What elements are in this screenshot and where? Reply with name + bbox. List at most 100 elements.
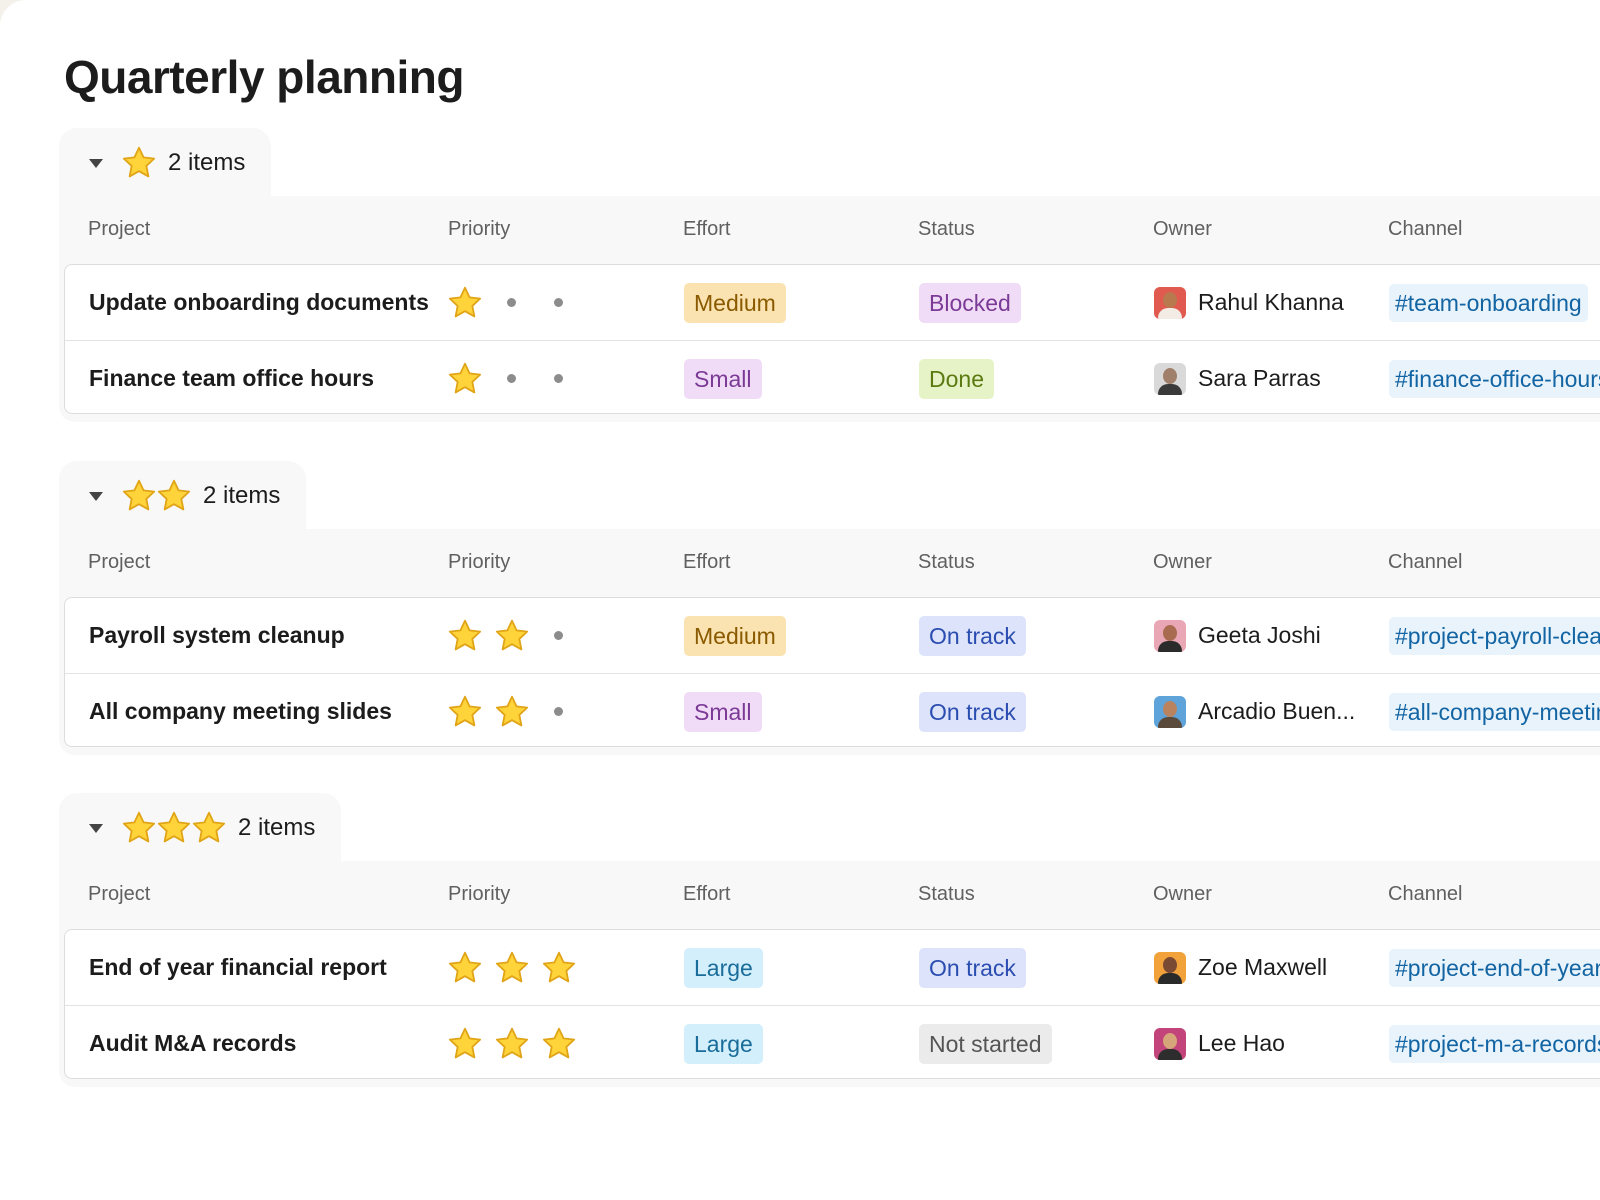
owner-name[interactable]: Sara Parras (1198, 365, 1321, 391)
priority-rating[interactable] (441, 265, 582, 340)
priority-rating[interactable] (441, 1006, 582, 1081)
effort-badge[interactable]: Large (684, 1023, 763, 1064)
channel-link[interactable]: #project-end-of-year (1389, 948, 1600, 987)
owner-name[interactable]: Arcadio Buen... (1198, 698, 1356, 724)
column-header-effort[interactable]: Effort (683, 883, 731, 905)
channel-link[interactable]: #team-onboarding (1389, 283, 1588, 322)
table-row[interactable]: Audit M&A records Large Not started Lee Hao… (65, 1005, 1600, 1080)
owner-name[interactable]: Lee Hao (1198, 1030, 1285, 1056)
empty-dot[interactable] (535, 283, 582, 323)
column-header-status[interactable]: Status (918, 883, 975, 905)
effort-cell[interactable]: Large (684, 1006, 763, 1081)
priority-rating[interactable] (441, 598, 582, 673)
column-header-project[interactable]: Project (88, 551, 151, 573)
column-header-priority[interactable]: Priority (448, 883, 511, 905)
project-cell[interactable]: Finance team office hours (89, 341, 374, 416)
column-header-status[interactable]: Status (918, 551, 975, 573)
effort-cell[interactable]: Small (684, 341, 762, 416)
project-name[interactable]: Update onboarding documents (89, 289, 429, 315)
star-icon[interactable] (535, 1024, 582, 1064)
star-icon[interactable] (441, 692, 488, 732)
channel-cell[interactable]: #project-m-a-records (1389, 1006, 1600, 1081)
status-badge[interactable]: On track (919, 615, 1026, 656)
column-header-effort[interactable]: Effort (683, 551, 731, 573)
project-name[interactable]: All company meeting slides (89, 698, 392, 724)
table-row[interactable]: Payroll system cleanup Medium On track Geet… (65, 598, 1600, 673)
star-icon[interactable] (441, 616, 488, 656)
star-icon[interactable] (488, 616, 535, 656)
star-icon[interactable] (535, 948, 582, 988)
project-cell[interactable]: Audit M&A records (89, 1006, 296, 1081)
avatar[interactable] (1154, 1027, 1186, 1060)
caret-down-icon[interactable] (89, 158, 103, 168)
owner-cell[interactable]: Geeta Joshi (1154, 598, 1321, 673)
project-cell[interactable]: Update onboarding documents (89, 265, 429, 340)
column-header-owner[interactable]: Owner (1153, 551, 1212, 573)
status-cell[interactable]: On track (919, 598, 1026, 673)
status-badge[interactable]: Blocked (919, 282, 1021, 323)
status-cell[interactable]: On track (919, 930, 1026, 1005)
channel-link[interactable]: #finance-office-hours (1389, 359, 1600, 398)
project-name[interactable]: Audit M&A records (89, 1030, 297, 1056)
empty-dot[interactable] (535, 616, 582, 656)
column-header-priority[interactable]: Priority (448, 551, 511, 573)
channel-cell[interactable]: #project-end-of-year (1389, 930, 1600, 1005)
avatar[interactable] (1154, 286, 1186, 319)
status-badge[interactable]: On track (919, 947, 1026, 988)
star-icon[interactable] (441, 1024, 488, 1064)
group-header-toggle[interactable]: 2 items (59, 128, 272, 198)
channel-cell[interactable]: #finance-office-hours (1389, 341, 1600, 416)
group-header-toggle[interactable]: 2 items (59, 461, 307, 531)
avatar[interactable] (1154, 695, 1186, 728)
empty-dot[interactable] (488, 283, 535, 323)
star-icon[interactable] (441, 283, 488, 323)
owner-name[interactable]: Geeta Joshi (1198, 622, 1321, 648)
effort-cell[interactable]: Large (684, 930, 763, 1005)
priority-rating[interactable] (441, 930, 582, 1005)
avatar[interactable] (1154, 362, 1186, 395)
priority-rating[interactable] (441, 341, 582, 416)
effort-badge[interactable]: Small (684, 358, 762, 399)
empty-dot[interactable] (535, 359, 582, 399)
channel-link[interactable]: #project-payroll-cleanup (1389, 616, 1600, 655)
avatar[interactable] (1154, 951, 1186, 984)
channel-link[interactable]: #project-m-a-records (1389, 1024, 1600, 1063)
caret-down-icon[interactable] (89, 823, 103, 833)
status-badge[interactable]: On track (919, 691, 1026, 732)
channel-cell[interactable]: #all-company-meeting (1389, 674, 1600, 749)
star-icon[interactable] (488, 948, 535, 988)
owner-cell[interactable]: Zoe Maxwell (1154, 930, 1327, 1005)
table-row[interactable]: All company meeting slides Small On track A… (65, 673, 1600, 748)
column-header-project[interactable]: Project (88, 883, 151, 905)
empty-dot[interactable] (535, 692, 582, 732)
status-cell[interactable]: On track (919, 674, 1026, 749)
avatar[interactable] (1154, 619, 1186, 652)
column-header-channel[interactable]: Channel (1388, 551, 1463, 573)
channel-cell[interactable]: #team-onboarding (1389, 265, 1588, 340)
owner-name[interactable]: Rahul Khanna (1198, 289, 1344, 315)
owner-cell[interactable]: Lee Hao (1154, 1006, 1285, 1081)
status-cell[interactable]: Not started (919, 1006, 1052, 1081)
star-icon[interactable] (441, 948, 488, 988)
project-name[interactable]: End of year financial report (89, 954, 387, 980)
star-icon[interactable] (441, 359, 488, 399)
project-cell[interactable]: All company meeting slides (89, 674, 392, 749)
channel-link[interactable]: #all-company-meeting (1389, 692, 1600, 731)
column-header-owner[interactable]: Owner (1153, 883, 1212, 905)
status-cell[interactable]: Blocked (919, 265, 1021, 340)
owner-name[interactable]: Zoe Maxwell (1198, 954, 1328, 980)
owner-cell[interactable]: Arcadio Buen... (1154, 674, 1355, 749)
empty-dot[interactable] (488, 359, 535, 399)
effort-cell[interactable]: Medium (684, 265, 786, 340)
column-header-channel[interactable]: Channel (1388, 218, 1463, 240)
column-header-owner[interactable]: Owner (1153, 218, 1212, 240)
effort-badge[interactable]: Small (684, 691, 762, 732)
column-header-project[interactable]: Project (88, 218, 151, 240)
status-badge[interactable]: Not started (919, 1023, 1052, 1064)
group-header-toggle[interactable]: 2 items (59, 793, 342, 863)
project-cell[interactable]: End of year financial report (89, 930, 387, 1005)
owner-cell[interactable]: Rahul Khanna (1154, 265, 1344, 340)
effort-badge[interactable]: Medium (684, 615, 786, 656)
column-header-priority[interactable]: Priority (448, 218, 511, 240)
table-row[interactable]: Finance team office hours Small Done Sara P… (65, 340, 1600, 415)
